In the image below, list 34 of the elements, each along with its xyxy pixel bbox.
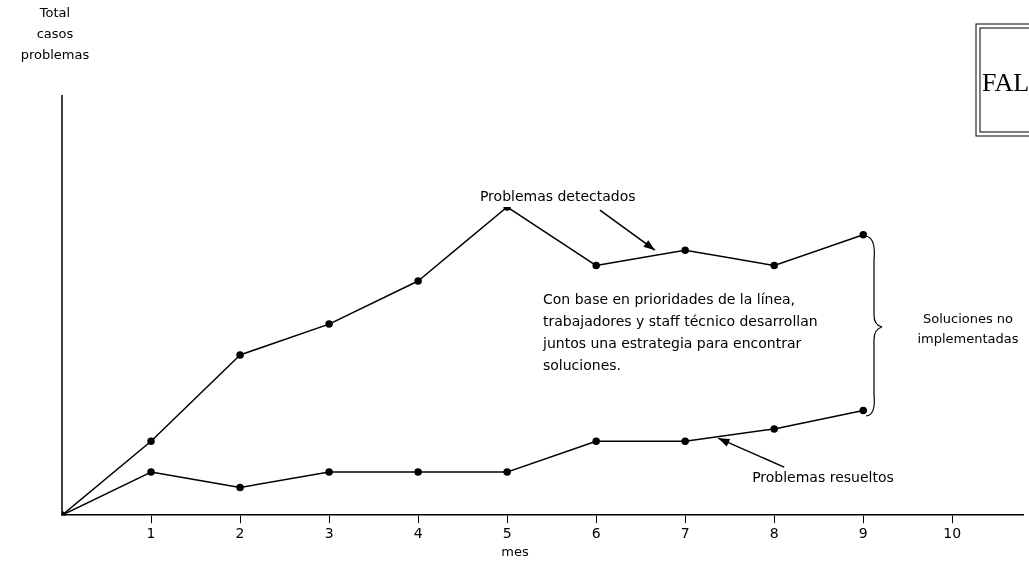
point [592, 261, 600, 270]
x-tick-label: 5 [502, 525, 512, 542]
x-tick-label: 2 [235, 525, 245, 542]
x-axis-title: mes [501, 544, 529, 560]
point [325, 320, 333, 328]
x-tick-label: 7 [680, 525, 690, 542]
point [147, 437, 155, 445]
point [592, 437, 600, 445]
point [770, 261, 778, 270]
point [859, 406, 867, 415]
x-tick-label: 4 [413, 525, 423, 542]
text: FAL [982, 67, 1029, 97]
point [414, 277, 422, 285]
x-tick-label: 1 [146, 525, 156, 542]
x-tick-label: 8 [769, 525, 779, 542]
x-tick-label: 9 [858, 525, 868, 542]
point [414, 468, 422, 476]
text: Total casos problemas [20, 5, 90, 63]
point [325, 468, 333, 476]
point [236, 483, 244, 492]
point [236, 351, 244, 359]
x-tick-label: 6 [591, 525, 601, 542]
point [681, 437, 689, 445]
x-tick-label: 10 [943, 525, 962, 542]
annotation: Soluciones no implementadas [917, 311, 1019, 347]
point [681, 246, 689, 254]
annotation: Con base en prioridades de la línea, trabajadores y staff técnico desarrollan juntos una estrategia para encontrar soluciones. [542, 290, 818, 373]
x-tick-label: 3 [324, 525, 334, 542]
point [503, 468, 511, 476]
annotation: Problemas resueltos [752, 468, 894, 485]
point [147, 468, 155, 476]
point [770, 425, 778, 433]
point [859, 230, 867, 239]
annotation: Problemas detectados [479, 187, 636, 204]
